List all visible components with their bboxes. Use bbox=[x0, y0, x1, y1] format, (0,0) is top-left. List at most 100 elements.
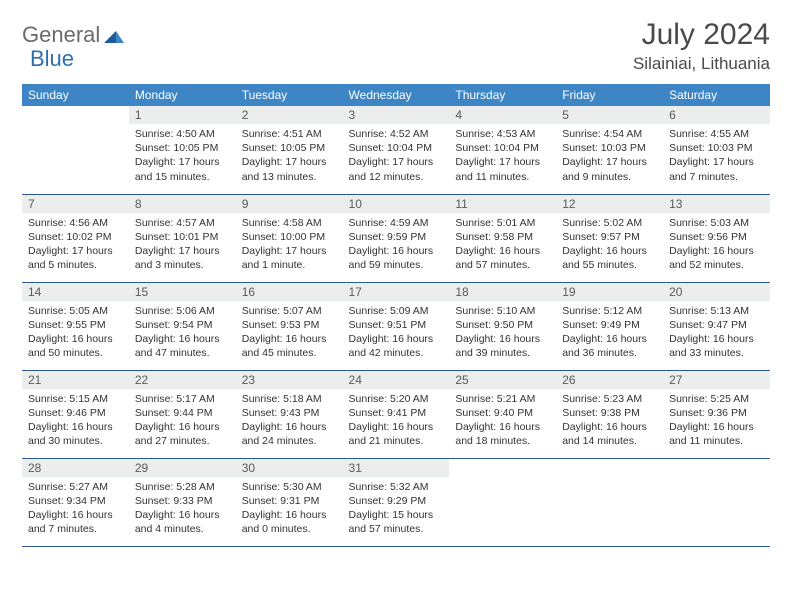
day-number: 28 bbox=[22, 459, 129, 477]
calendar-row: 21Sunrise: 5:15 AMSunset: 9:46 PMDayligh… bbox=[22, 370, 770, 458]
calendar-cell: 11Sunrise: 5:01 AMSunset: 9:58 PMDayligh… bbox=[449, 194, 556, 282]
day-details: Sunrise: 5:10 AMSunset: 9:50 PMDaylight:… bbox=[449, 301, 556, 365]
day-number: 14 bbox=[22, 283, 129, 301]
day-number: 18 bbox=[449, 283, 556, 301]
day-details: Sunrise: 4:51 AMSunset: 10:05 PMDaylight… bbox=[236, 124, 343, 188]
day-number: 21 bbox=[22, 371, 129, 389]
calendar-cell: 13Sunrise: 5:03 AMSunset: 9:56 PMDayligh… bbox=[663, 194, 770, 282]
day-number: 29 bbox=[129, 459, 236, 477]
day-details: Sunrise: 4:55 AMSunset: 10:03 PMDaylight… bbox=[663, 124, 770, 188]
day-number: 12 bbox=[556, 195, 663, 213]
calendar-cell: 2Sunrise: 4:51 AMSunset: 10:05 PMDayligh… bbox=[236, 106, 343, 194]
day-details: Sunrise: 5:28 AMSunset: 9:33 PMDaylight:… bbox=[129, 477, 236, 541]
day-number: 13 bbox=[663, 195, 770, 213]
day-details: Sunrise: 5:07 AMSunset: 9:53 PMDaylight:… bbox=[236, 301, 343, 365]
day-number: 26 bbox=[556, 371, 663, 389]
day-number: 1 bbox=[129, 106, 236, 124]
day-details: Sunrise: 5:18 AMSunset: 9:43 PMDaylight:… bbox=[236, 389, 343, 453]
day-number: 6 bbox=[663, 106, 770, 124]
day-number bbox=[449, 459, 556, 477]
calendar-body: 1Sunrise: 4:50 AMSunset: 10:05 PMDayligh… bbox=[22, 106, 770, 546]
calendar-cell: 27Sunrise: 5:25 AMSunset: 9:36 PMDayligh… bbox=[663, 370, 770, 458]
calendar-cell: 9Sunrise: 4:58 AMSunset: 10:00 PMDayligh… bbox=[236, 194, 343, 282]
weekday-header: Thursday bbox=[449, 84, 556, 106]
logo-text-blue: Blue bbox=[30, 48, 74, 70]
calendar-row: 14Sunrise: 5:05 AMSunset: 9:55 PMDayligh… bbox=[22, 282, 770, 370]
logo-mark-icon bbox=[104, 27, 124, 43]
day-number: 4 bbox=[449, 106, 556, 124]
day-details: Sunrise: 4:57 AMSunset: 10:01 PMDaylight… bbox=[129, 213, 236, 277]
day-details: Sunrise: 5:21 AMSunset: 9:40 PMDaylight:… bbox=[449, 389, 556, 453]
day-details: Sunrise: 5:23 AMSunset: 9:38 PMDaylight:… bbox=[556, 389, 663, 453]
day-details: Sunrise: 5:13 AMSunset: 9:47 PMDaylight:… bbox=[663, 301, 770, 365]
calendar-cell: 6Sunrise: 4:55 AMSunset: 10:03 PMDayligh… bbox=[663, 106, 770, 194]
day-number: 20 bbox=[663, 283, 770, 301]
day-details: Sunrise: 5:02 AMSunset: 9:57 PMDaylight:… bbox=[556, 213, 663, 277]
day-number: 10 bbox=[343, 195, 450, 213]
day-number: 3 bbox=[343, 106, 450, 124]
logo: General bbox=[22, 24, 126, 46]
day-number: 31 bbox=[343, 459, 450, 477]
day-details: Sunrise: 5:06 AMSunset: 9:54 PMDaylight:… bbox=[129, 301, 236, 365]
calendar-cell: 15Sunrise: 5:06 AMSunset: 9:54 PMDayligh… bbox=[129, 282, 236, 370]
day-number: 17 bbox=[343, 283, 450, 301]
day-number: 25 bbox=[449, 371, 556, 389]
day-number: 11 bbox=[449, 195, 556, 213]
day-number: 23 bbox=[236, 371, 343, 389]
calendar-cell: 25Sunrise: 5:21 AMSunset: 9:40 PMDayligh… bbox=[449, 370, 556, 458]
calendar-cell: 16Sunrise: 5:07 AMSunset: 9:53 PMDayligh… bbox=[236, 282, 343, 370]
calendar-cell: 23Sunrise: 5:18 AMSunset: 9:43 PMDayligh… bbox=[236, 370, 343, 458]
day-number: 5 bbox=[556, 106, 663, 124]
calendar-head: Sunday Monday Tuesday Wednesday Thursday… bbox=[22, 84, 770, 106]
day-details: Sunrise: 4:56 AMSunset: 10:02 PMDaylight… bbox=[22, 213, 129, 277]
calendar-row: 1Sunrise: 4:50 AMSunset: 10:05 PMDayligh… bbox=[22, 106, 770, 194]
day-details: Sunrise: 5:27 AMSunset: 9:34 PMDaylight:… bbox=[22, 477, 129, 541]
calendar-cell: 22Sunrise: 5:17 AMSunset: 9:44 PMDayligh… bbox=[129, 370, 236, 458]
day-details: Sunrise: 5:03 AMSunset: 9:56 PMDaylight:… bbox=[663, 213, 770, 277]
day-number: 24 bbox=[343, 371, 450, 389]
weekday-header: Sunday bbox=[22, 84, 129, 106]
calendar-cell: 1Sunrise: 4:50 AMSunset: 10:05 PMDayligh… bbox=[129, 106, 236, 194]
day-details: Sunrise: 4:52 AMSunset: 10:04 PMDaylight… bbox=[343, 124, 450, 188]
calendar-cell: 21Sunrise: 5:15 AMSunset: 9:46 PMDayligh… bbox=[22, 370, 129, 458]
day-details: Sunrise: 4:53 AMSunset: 10:04 PMDaylight… bbox=[449, 124, 556, 188]
day-number bbox=[556, 459, 663, 477]
day-number: 16 bbox=[236, 283, 343, 301]
weekday-header: Saturday bbox=[663, 84, 770, 106]
header: General July 2024 Silainiai, Lithuania bbox=[22, 18, 770, 74]
day-number: 9 bbox=[236, 195, 343, 213]
calendar-cell: 24Sunrise: 5:20 AMSunset: 9:41 PMDayligh… bbox=[343, 370, 450, 458]
day-details: Sunrise: 5:12 AMSunset: 9:49 PMDaylight:… bbox=[556, 301, 663, 365]
calendar-cell: 7Sunrise: 4:56 AMSunset: 10:02 PMDayligh… bbox=[22, 194, 129, 282]
calendar-table: Sunday Monday Tuesday Wednesday Thursday… bbox=[22, 84, 770, 547]
calendar-cell: 29Sunrise: 5:28 AMSunset: 9:33 PMDayligh… bbox=[129, 458, 236, 546]
day-number: 7 bbox=[22, 195, 129, 213]
calendar-cell: 28Sunrise: 5:27 AMSunset: 9:34 PMDayligh… bbox=[22, 458, 129, 546]
day-details: Sunrise: 5:30 AMSunset: 9:31 PMDaylight:… bbox=[236, 477, 343, 541]
calendar-cell: 8Sunrise: 4:57 AMSunset: 10:01 PMDayligh… bbox=[129, 194, 236, 282]
calendar-cell bbox=[449, 458, 556, 546]
day-details: Sunrise: 5:09 AMSunset: 9:51 PMDaylight:… bbox=[343, 301, 450, 365]
day-details: Sunrise: 5:15 AMSunset: 9:46 PMDaylight:… bbox=[22, 389, 129, 453]
calendar-cell: 17Sunrise: 5:09 AMSunset: 9:51 PMDayligh… bbox=[343, 282, 450, 370]
day-number: 2 bbox=[236, 106, 343, 124]
calendar-cell: 12Sunrise: 5:02 AMSunset: 9:57 PMDayligh… bbox=[556, 194, 663, 282]
day-number: 27 bbox=[663, 371, 770, 389]
weekday-header: Tuesday bbox=[236, 84, 343, 106]
location: Silainiai, Lithuania bbox=[633, 54, 770, 74]
day-details: Sunrise: 5:01 AMSunset: 9:58 PMDaylight:… bbox=[449, 213, 556, 277]
logo-text-gray: General bbox=[22, 24, 100, 46]
calendar-cell bbox=[663, 458, 770, 546]
calendar-cell: 19Sunrise: 5:12 AMSunset: 9:49 PMDayligh… bbox=[556, 282, 663, 370]
calendar-cell: 5Sunrise: 4:54 AMSunset: 10:03 PMDayligh… bbox=[556, 106, 663, 194]
calendar-cell bbox=[556, 458, 663, 546]
day-details: Sunrise: 5:05 AMSunset: 9:55 PMDaylight:… bbox=[22, 301, 129, 365]
page: General July 2024 Silainiai, Lithuania B… bbox=[0, 0, 792, 565]
calendar-row: 28Sunrise: 5:27 AMSunset: 9:34 PMDayligh… bbox=[22, 458, 770, 546]
day-number bbox=[663, 459, 770, 477]
calendar-cell: 20Sunrise: 5:13 AMSunset: 9:47 PMDayligh… bbox=[663, 282, 770, 370]
weekday-header: Friday bbox=[556, 84, 663, 106]
calendar-cell: 30Sunrise: 5:30 AMSunset: 9:31 PMDayligh… bbox=[236, 458, 343, 546]
day-number: 30 bbox=[236, 459, 343, 477]
day-details: Sunrise: 4:50 AMSunset: 10:05 PMDaylight… bbox=[129, 124, 236, 188]
